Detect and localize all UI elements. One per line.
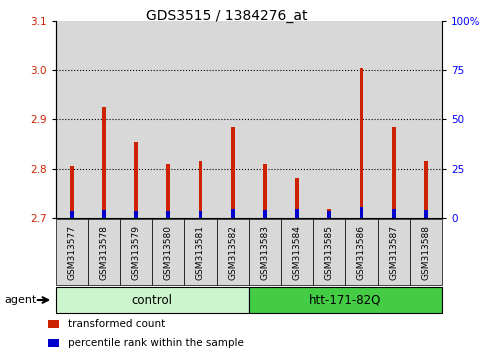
Text: GSM313585: GSM313585: [325, 225, 334, 280]
Text: GSM313582: GSM313582: [228, 225, 237, 280]
Text: GSM313581: GSM313581: [196, 225, 205, 280]
Bar: [56, 21, 88, 218]
Text: GSM313587: GSM313587: [389, 225, 398, 280]
Text: GSM313578: GSM313578: [99, 225, 108, 280]
Text: GSM313586: GSM313586: [357, 225, 366, 280]
Bar: [166, 164, 170, 218]
Bar: [327, 209, 331, 218]
Text: GSM313580: GSM313580: [164, 225, 173, 280]
Text: GSM313577: GSM313577: [67, 225, 76, 280]
Bar: [152, 21, 185, 218]
Bar: [327, 211, 331, 218]
Text: transformed count: transformed count: [68, 319, 165, 329]
Bar: [102, 107, 106, 218]
Bar: [295, 178, 299, 218]
Bar: [424, 161, 428, 218]
Bar: [231, 127, 235, 218]
Text: GSM313579: GSM313579: [131, 225, 141, 280]
Bar: [166, 211, 170, 218]
Bar: [70, 166, 73, 218]
Bar: [313, 21, 345, 218]
Bar: [185, 21, 216, 218]
Text: percentile rank within the sample: percentile rank within the sample: [68, 338, 243, 348]
Bar: [378, 21, 410, 218]
Bar: [249, 21, 281, 218]
Text: GSM313588: GSM313588: [421, 225, 430, 280]
Text: htt-171-82Q: htt-171-82Q: [309, 293, 382, 307]
Bar: [102, 210, 106, 218]
Bar: [199, 211, 202, 218]
Bar: [359, 68, 363, 218]
Bar: [263, 164, 267, 218]
Bar: [88, 21, 120, 218]
Bar: [134, 142, 138, 218]
Bar: [134, 211, 138, 218]
Text: GSM313583: GSM313583: [260, 225, 270, 280]
Bar: [199, 161, 202, 218]
Bar: [216, 21, 249, 218]
Text: GSM313584: GSM313584: [293, 225, 301, 280]
Bar: [392, 209, 396, 218]
Bar: [281, 21, 313, 218]
Bar: [70, 211, 73, 218]
Bar: [359, 207, 363, 218]
Bar: [295, 209, 299, 218]
Bar: [392, 127, 396, 218]
Bar: [263, 210, 267, 218]
Bar: [345, 21, 378, 218]
Bar: [120, 21, 152, 218]
Text: control: control: [132, 293, 172, 307]
Text: GDS3515 / 1384276_at: GDS3515 / 1384276_at: [146, 9, 308, 23]
Bar: [410, 21, 442, 218]
Bar: [424, 210, 428, 218]
Bar: [231, 209, 235, 218]
Text: agent: agent: [5, 295, 37, 305]
